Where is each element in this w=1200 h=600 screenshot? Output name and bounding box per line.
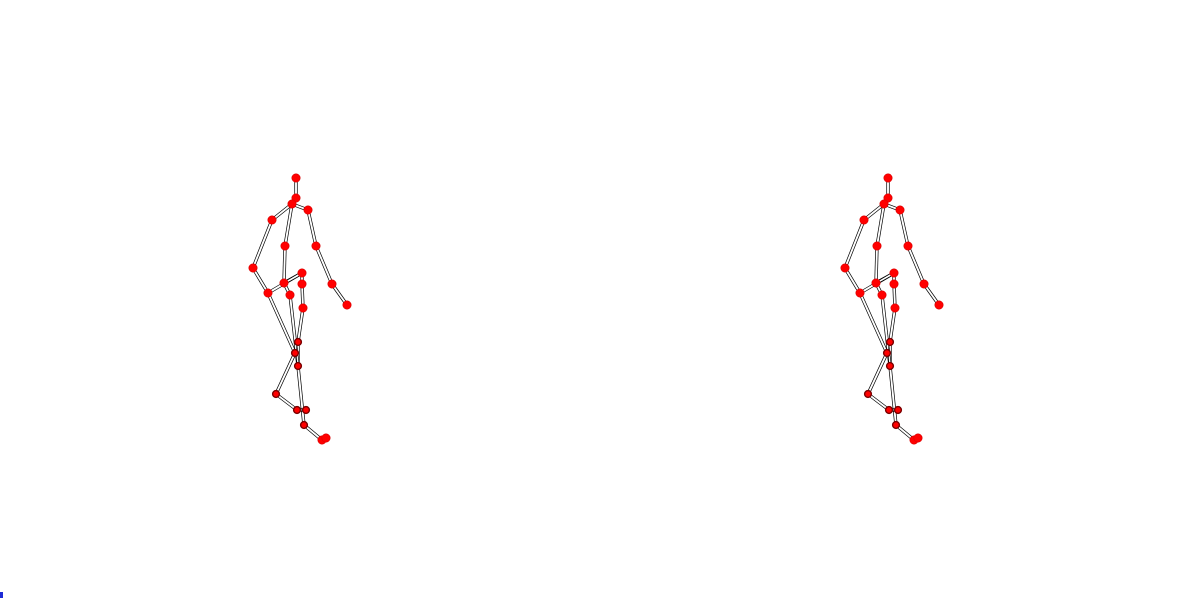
skeleton-right-view <box>840 173 944 445</box>
joint-r-shoulder <box>895 205 905 215</box>
joint-r-knee-a <box>293 337 303 347</box>
joint-r-hip-c <box>890 303 900 313</box>
joint-r-hand <box>342 300 352 310</box>
bone-l-ankle-l-heel-a <box>275 394 297 412</box>
bone-l-ankle-l-heel-b <box>276 392 298 410</box>
joint-r-elbow <box>311 241 321 251</box>
joint-pelvis <box>279 278 289 288</box>
bone-spine-pelvis-a <box>874 245 877 283</box>
bone-l-knee-l-ankle-b <box>276 353 297 395</box>
joint-head <box>291 173 301 183</box>
bone-spine-pelvis-b <box>876 246 879 284</box>
bone-l-knee-l-ankle-a <box>866 352 887 394</box>
bone-spine-pelvis-b <box>284 246 287 284</box>
joint-l-wrist <box>263 288 273 298</box>
joint-r-toe-b <box>913 433 923 443</box>
bone-l-wrist-l-knee-a <box>266 293 295 354</box>
joint-r-knee-b <box>885 361 895 371</box>
bone-r-elbow-r-wrist-b <box>316 245 334 284</box>
bone-l-wrist-l-knee-b <box>268 292 297 353</box>
skeleton-left-view <box>248 173 352 445</box>
bone-r-shoulder-r-elbow-a <box>306 210 316 247</box>
bone-l-elbow-l-wrist-a <box>843 268 860 294</box>
joint-r-hip-b <box>297 279 307 289</box>
bone-l-shoulder-l-elbow-b <box>845 220 866 269</box>
bone-r-elbow-r-wrist-a <box>906 246 924 285</box>
joint-l-shoulder <box>267 215 277 225</box>
bone-r-hip-c-r-knee-a-a <box>296 307 303 342</box>
bone-r-hip-c-r-knee-a-a <box>888 307 895 342</box>
joint-r-knee-a <box>885 337 895 347</box>
joint-r-hip-a <box>889 268 899 278</box>
joint-l-hip <box>877 290 887 300</box>
bone-l-knee-l-ankle-b <box>868 353 889 395</box>
joint-r-wrist <box>327 279 337 289</box>
joint-l-toe <box>893 405 903 415</box>
bone-l-knee-l-ankle-a <box>274 352 295 394</box>
bone-r-knee-b-r-ankle-b <box>890 365 898 425</box>
joint-r-elbow <box>903 241 913 251</box>
bone-spine-pelvis-a <box>282 245 285 283</box>
bone-l-elbow-l-wrist-b <box>845 267 862 293</box>
bone-neck-b-spine-b <box>285 204 294 247</box>
joint-l-wrist <box>855 288 865 298</box>
joint-l-heel <box>292 405 302 415</box>
joint-r-ankle <box>299 420 309 430</box>
bone-l-shoulder-l-elbow-b <box>253 220 274 269</box>
bone-r-knee-b-r-ankle-a <box>296 366 304 426</box>
bone-neck-b-spine-a <box>875 203 884 246</box>
bone-r-elbow-r-wrist-a <box>314 246 332 285</box>
joint-l-shoulder <box>859 215 869 225</box>
joint-r-shoulder <box>303 205 313 215</box>
joint-l-ankle <box>271 389 281 399</box>
joint-head <box>883 173 893 183</box>
joint-neck-b <box>287 199 297 209</box>
joint-l-toe <box>301 405 311 415</box>
bone-neck-b-spine-a <box>283 203 292 246</box>
bone-r-shoulder-r-elbow-a <box>898 210 908 247</box>
bone-l-ankle-l-heel-a <box>867 394 889 412</box>
joint-l-ankle <box>863 389 873 399</box>
joint-r-hip-c <box>298 303 308 313</box>
joint-r-ankle <box>891 420 901 430</box>
bone-r-shoulder-r-elbow-b <box>308 209 318 246</box>
joint-r-wrist <box>919 279 929 289</box>
bone-neck-b-spine-b <box>877 204 886 247</box>
joint-spine <box>872 241 882 251</box>
bone-l-wrist-l-knee-b <box>860 292 889 353</box>
joint-l-heel <box>884 405 894 415</box>
bone-r-shoulder-r-elbow-b <box>900 209 910 246</box>
joint-l-knee <box>882 348 892 358</box>
joint-l-knee <box>290 348 300 358</box>
joint-l-hip <box>285 290 295 300</box>
bone-r-elbow-r-wrist-b <box>908 245 926 284</box>
joint-r-knee-b <box>293 361 303 371</box>
bone-l-elbow-l-wrist-a <box>251 268 268 294</box>
bone-l-elbow-l-wrist-b <box>253 267 270 293</box>
joint-r-hip-a <box>297 268 307 278</box>
bone-l-shoulder-l-elbow-a <box>251 219 272 268</box>
bone-r-knee-b-r-ankle-b <box>298 365 306 425</box>
bone-r-knee-b-r-ankle-a <box>888 366 896 426</box>
bone-l-shoulder-l-elbow-a <box>843 219 864 268</box>
joint-r-hand <box>934 300 944 310</box>
joint-pelvis <box>871 278 881 288</box>
bone-l-ankle-l-heel-b <box>868 392 890 410</box>
joint-spine <box>280 241 290 251</box>
joint-r-toe-b <box>321 433 331 443</box>
bone-r-hip-c-r-knee-a-b <box>298 308 305 343</box>
joint-l-elbow <box>840 263 850 273</box>
bone-r-hip-c-r-knee-a-b <box>890 308 897 343</box>
joint-neck-b <box>879 199 889 209</box>
joint-l-elbow <box>248 263 258 273</box>
corner-marker <box>0 592 3 598</box>
bone-l-wrist-l-knee-a <box>858 293 887 354</box>
joint-r-hip-b <box>889 279 899 289</box>
